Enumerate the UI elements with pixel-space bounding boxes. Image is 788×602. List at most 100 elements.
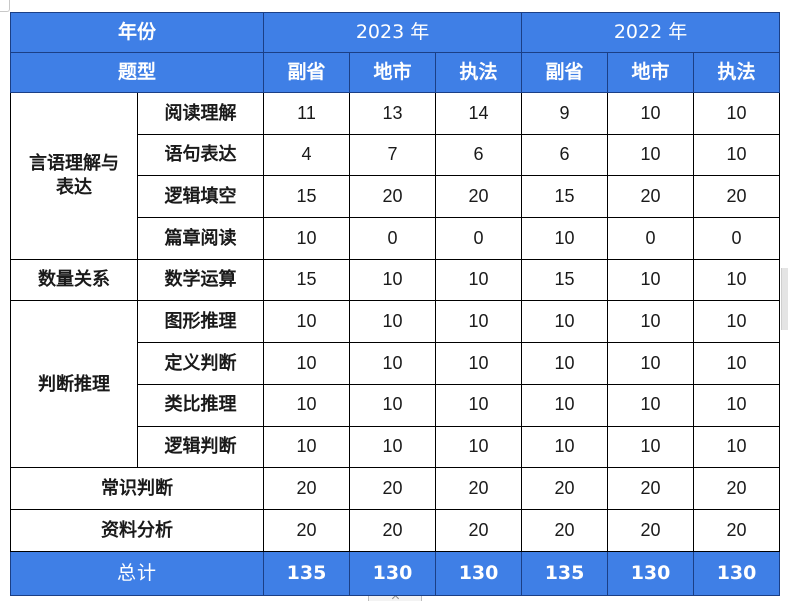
value-cell: 20 bbox=[693, 175, 781, 219]
col-header: 执法 bbox=[693, 52, 781, 93]
value-cell: 4 bbox=[263, 133, 351, 177]
column-header-row: 题型 副省 地市 执法 副省 地市 执法 bbox=[9, 52, 781, 93]
value-cell: 10 bbox=[607, 342, 695, 385]
value-cell: 15 bbox=[263, 258, 351, 302]
value-cell: 10 bbox=[263, 383, 351, 427]
col-header: 地市 bbox=[607, 52, 695, 93]
table-row: 语句表达 4 7 6 6 10 10 bbox=[11, 133, 781, 177]
value-cell: 10 bbox=[349, 342, 437, 385]
subtype-cell: 数学运算 bbox=[136, 258, 265, 302]
value-cell: 10 bbox=[607, 383, 695, 427]
value-cell: 6 bbox=[435, 133, 523, 177]
value-cell: 10 bbox=[607, 258, 695, 302]
col-header: 副省 bbox=[263, 52, 351, 93]
value-cell: 15 bbox=[521, 175, 609, 219]
category-cell: 常识判断 bbox=[9, 467, 265, 510]
value-cell: 20 bbox=[349, 467, 437, 510]
subtype-cell: 逻辑填空 bbox=[136, 175, 265, 219]
total-value: 135 bbox=[521, 550, 609, 596]
col-header: 副省 bbox=[521, 52, 609, 93]
value-cell: 10 bbox=[607, 133, 695, 177]
year-label: 年份 bbox=[9, 12, 265, 53]
value-cell: 15 bbox=[263, 175, 351, 219]
value-cell: 10 bbox=[435, 342, 523, 385]
table-row: 判断推理 图形推理 10 10 10 10 10 10 bbox=[10, 300, 781, 469]
table-row: 数量关系 数学运算 15 10 10 15 10 10 bbox=[10, 258, 781, 302]
category-cell: 言语理解与表达 bbox=[10, 92, 138, 260]
table-row: 言语理解与表达 阅读理解 11 13 14 9 10 10 bbox=[10, 92, 781, 260]
value-cell: 10 bbox=[693, 258, 781, 302]
value-cell: 7 bbox=[349, 133, 437, 177]
table-row: 资料分析 20 20 20 20 20 20 bbox=[9, 508, 781, 552]
value-cell: 10 bbox=[435, 383, 523, 427]
table-row: 常识判断 20 20 20 20 20 20 bbox=[9, 467, 781, 510]
value-cell: 0 bbox=[435, 217, 523, 260]
value-cell: 11 bbox=[263, 92, 351, 135]
total-value: 130 bbox=[693, 550, 781, 596]
value-cell: 10 bbox=[693, 133, 781, 177]
value-cell: 10 bbox=[521, 383, 609, 427]
value-cell: 15 bbox=[521, 258, 609, 302]
value-cell: 10 bbox=[435, 425, 523, 469]
value-cell: 10 bbox=[349, 425, 437, 469]
value-cell: 20 bbox=[349, 508, 437, 552]
value-cell: 0 bbox=[349, 217, 437, 260]
subtype-cell: 定义判断 bbox=[136, 342, 265, 385]
total-value: 130 bbox=[349, 550, 437, 596]
value-cell: 10 bbox=[263, 217, 351, 260]
total-row: 总计 135 130 130 135 130 130 bbox=[9, 550, 781, 596]
year-2022: 2022 年 bbox=[521, 12, 781, 53]
year-2023: 2023 年 bbox=[263, 12, 523, 53]
category-cell: 判断推理 bbox=[10, 300, 138, 469]
value-cell: 20 bbox=[693, 508, 781, 552]
value-cell: 20 bbox=[521, 467, 609, 510]
value-cell: 20 bbox=[435, 508, 523, 552]
exam-question-table: 年份 2023 年 2022 年 题型 副省 地市 执法 副省 地市 执法 言语… bbox=[9, 12, 781, 596]
value-cell: 10 bbox=[349, 258, 437, 302]
value-cell: 10 bbox=[263, 342, 351, 385]
value-cell: 14 bbox=[435, 92, 523, 135]
value-cell: 10 bbox=[607, 92, 695, 135]
value-cell: 10 bbox=[521, 300, 609, 344]
value-cell: 20 bbox=[521, 508, 609, 552]
value-cell: 10 bbox=[435, 258, 523, 302]
subtype-cell: 语句表达 bbox=[136, 133, 265, 177]
col-header: 地市 bbox=[349, 52, 437, 93]
value-cell: 20 bbox=[349, 175, 437, 219]
value-cell: 10 bbox=[693, 300, 781, 344]
value-cell: 10 bbox=[263, 425, 351, 469]
subtype-cell: 类比推理 bbox=[136, 383, 265, 427]
value-cell: 0 bbox=[607, 217, 695, 260]
value-cell: 10 bbox=[521, 342, 609, 385]
value-cell: 20 bbox=[607, 467, 695, 510]
value-cell: 10 bbox=[607, 300, 695, 344]
value-cell: 10 bbox=[349, 383, 437, 427]
value-cell: 20 bbox=[263, 467, 351, 510]
total-label: 总计 bbox=[9, 550, 265, 596]
value-cell: 20 bbox=[263, 508, 351, 552]
value-cell: 10 bbox=[521, 217, 609, 260]
value-cell: 10 bbox=[607, 425, 695, 469]
subtype-cell: 阅读理解 bbox=[136, 92, 265, 135]
value-cell: 20 bbox=[435, 467, 523, 510]
value-cell: 20 bbox=[435, 175, 523, 219]
value-cell: 9 bbox=[521, 92, 609, 135]
value-cell: 10 bbox=[693, 342, 781, 385]
value-cell: 20 bbox=[607, 508, 695, 552]
value-cell: 10 bbox=[693, 425, 781, 469]
value-cell: 10 bbox=[435, 300, 523, 344]
category-cell: 资料分析 bbox=[9, 508, 265, 552]
value-cell: 20 bbox=[693, 467, 781, 510]
value-cell: 6 bbox=[521, 133, 609, 177]
scrollbar-thumb[interactable] bbox=[781, 268, 788, 330]
category-cell: 数量关系 bbox=[10, 258, 138, 302]
value-cell: 10 bbox=[521, 425, 609, 469]
value-cell: 13 bbox=[349, 92, 437, 135]
table-row: 篇章阅读 10 0 0 10 0 0 bbox=[11, 217, 781, 260]
table-row: 定义判断 10 10 10 10 10 10 bbox=[11, 342, 781, 385]
corner-selector[interactable] bbox=[0, 0, 10, 12]
value-cell: 10 bbox=[263, 300, 351, 344]
value-cell: 10 bbox=[693, 92, 781, 135]
subtype-cell: 逻辑判断 bbox=[136, 425, 265, 469]
value-cell: 0 bbox=[693, 217, 781, 260]
